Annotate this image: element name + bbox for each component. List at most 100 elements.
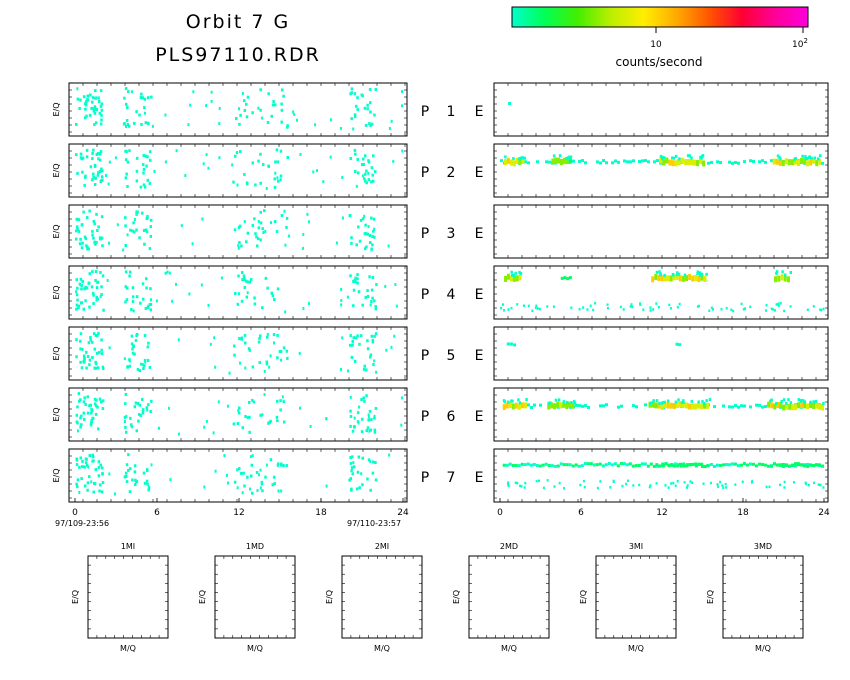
count-mark [266, 332, 269, 336]
count-mark [631, 305, 634, 309]
band-cell [508, 401, 512, 408]
band-cell [760, 462, 764, 466]
count-mark [251, 111, 254, 115]
count-mark [350, 87, 354, 91]
band-cell [700, 462, 704, 466]
count-mark [228, 371, 231, 375]
count-mark [370, 300, 373, 304]
band-cell [660, 157, 664, 161]
band-cell [772, 158, 776, 165]
band-cell [505, 402, 509, 409]
count-mark [272, 298, 276, 302]
count-mark [363, 177, 366, 181]
count-mark [141, 411, 145, 415]
count-mark [350, 355, 354, 359]
band-cell [673, 464, 677, 468]
count-mark [373, 414, 376, 418]
count-mark [233, 154, 237, 158]
count-mark [84, 175, 87, 179]
band-cell [678, 401, 682, 408]
band-cell [512, 275, 516, 282]
count-mark [126, 365, 129, 369]
left-x-tick-label: 6 [154, 508, 160, 518]
band-cell [672, 402, 676, 409]
band-cell [739, 463, 743, 467]
band-cell [743, 404, 746, 408]
band-cell [736, 464, 740, 468]
count-mark [356, 108, 360, 112]
count-mark [374, 461, 377, 465]
band-cell [581, 404, 584, 408]
count-mark [354, 104, 358, 108]
count-mark [157, 426, 160, 430]
count-mark [284, 243, 287, 247]
band-cell [777, 275, 781, 282]
band-cell [797, 398, 801, 402]
count-mark [243, 109, 247, 113]
band-cell [783, 273, 787, 277]
count-mark [75, 463, 79, 467]
count-mark [124, 158, 128, 162]
row-label-number: 1 [447, 104, 456, 120]
band-cell [754, 464, 758, 468]
band-cell [539, 403, 542, 407]
count-mark [146, 358, 150, 362]
count-mark [82, 360, 85, 364]
count-mark [94, 278, 97, 282]
count-mark [134, 401, 138, 405]
band-cell [581, 159, 584, 163]
count-mark [298, 351, 301, 355]
count-mark [819, 308, 822, 311]
count-mark [276, 462, 280, 466]
count-mark [370, 122, 374, 126]
count-mark [124, 430, 128, 434]
band-cell [668, 159, 672, 166]
count-mark [508, 102, 512, 105]
count-mark [507, 483, 510, 486]
band-cell [708, 398, 712, 402]
band-cell [518, 270, 521, 274]
band-cell [742, 462, 746, 466]
count-mark [97, 171, 100, 175]
band-cell [703, 464, 707, 468]
count-mark [354, 276, 357, 280]
band-cell [700, 156, 703, 160]
count-mark [251, 365, 255, 369]
count-mark [209, 342, 212, 346]
count-mark [126, 122, 130, 126]
count-mark [124, 216, 127, 220]
count-mark [363, 214, 366, 218]
count-mark [367, 171, 370, 175]
count-mark [264, 229, 267, 233]
count-mark [92, 219, 96, 223]
count-mark [143, 97, 147, 101]
count-mark [276, 356, 279, 360]
count-mark [807, 483, 810, 487]
band-cell [644, 159, 647, 163]
band-cell [625, 463, 629, 467]
count-mark [146, 96, 150, 100]
count-mark [765, 309, 768, 312]
count-mark [136, 210, 139, 214]
count-mark [90, 340, 94, 344]
band-cell [775, 158, 779, 165]
band-cell [776, 463, 779, 467]
count-mark [241, 426, 245, 430]
count-mark [91, 100, 94, 104]
count-mark [365, 368, 368, 372]
count-mark [134, 338, 138, 342]
band-cell [554, 157, 558, 164]
count-mark [143, 364, 146, 368]
count-mark [282, 346, 286, 350]
band-cell [586, 462, 590, 466]
band-cell [688, 154, 692, 158]
count-mark [370, 334, 374, 338]
count-mark [255, 244, 259, 248]
count-mark [145, 479, 149, 483]
count-mark [357, 455, 361, 459]
count-mark [268, 420, 271, 424]
count-mark [124, 471, 128, 475]
count-mark [147, 485, 151, 489]
band-cell [595, 463, 599, 467]
count-mark [349, 157, 352, 161]
